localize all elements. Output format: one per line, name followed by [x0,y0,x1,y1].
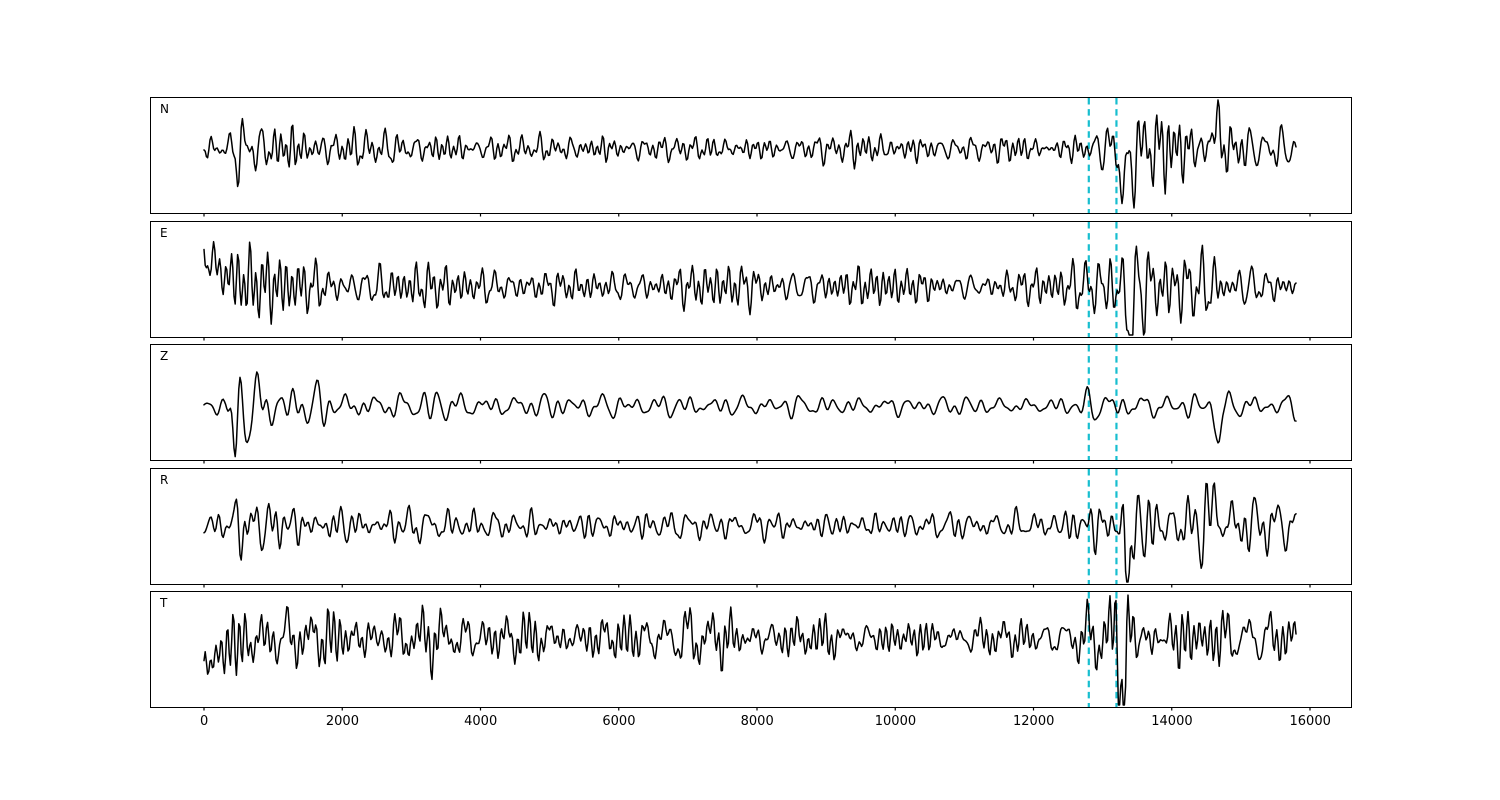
panel-canvas [203,468,1311,587]
x-tick-label-14000: 14000 [1151,714,1193,729]
waveform-trace-E [203,240,1297,336]
channel-label-E: E [160,225,168,240]
x-tick-label-4000: 4000 [464,714,498,729]
panel-canvas [203,98,1311,217]
panel-E: E [150,220,1352,340]
panel-Z: Z [150,344,1352,464]
x-tick-label-8000: 8000 [740,714,774,729]
channel-label-R: R [160,472,169,487]
panel-canvas [203,345,1311,464]
waveform-trace-R [203,481,1297,583]
waveform-trace-N [203,99,1297,209]
x-tick-label-12000: 12000 [1013,714,1055,729]
channel-label-T: T [160,596,168,610]
x-tick-label-6000: 6000 [602,714,636,729]
panel-canvas [203,592,1311,711]
x-tick-label-2000: 2000 [325,714,359,729]
x-tick-label-10000: 10000 [874,714,917,729]
channel-label-Z: Z [160,349,169,363]
x-tick-label-0: 0 [200,714,209,729]
panel-T: T [150,591,1352,711]
panel-R: R [150,467,1352,587]
waveform-trace-Z [203,371,1297,458]
x-tick-label-16000: 16000 [1289,714,1331,729]
waveform-trace-T [203,594,1297,706]
panel-N: N [150,97,1352,217]
panel-canvas [203,221,1311,340]
channel-label-N: N [160,102,169,116]
